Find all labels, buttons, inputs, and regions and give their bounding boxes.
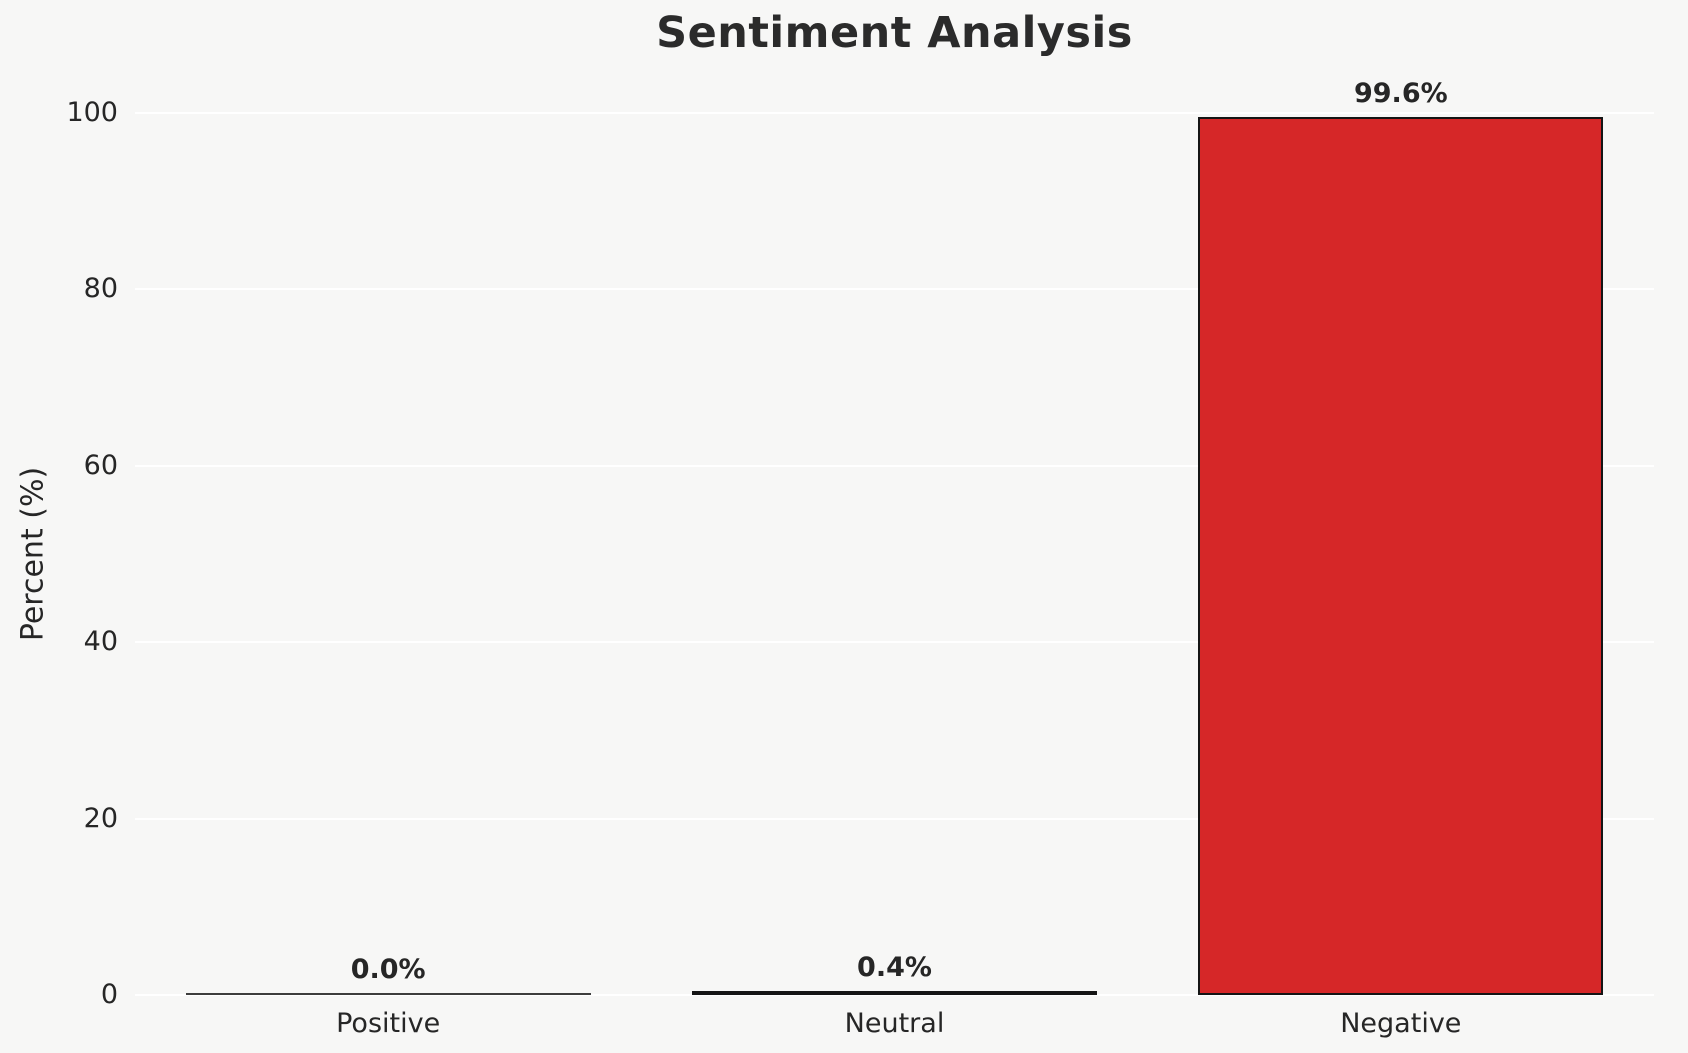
bar-negative (1198, 116, 1604, 995)
x-tick-label: Positive (336, 1008, 441, 1039)
x-tick-label: Negative (1340, 1008, 1462, 1039)
y-tick-label: 60 (83, 449, 118, 481)
bar-value-label: 99.6% (1353, 77, 1448, 109)
bar-value-label: 0.4% (857, 952, 932, 984)
y-tick-label: 80 (83, 273, 118, 305)
gridline-y-60 (135, 464, 1654, 467)
gridline-y-0 (135, 994, 1654, 996)
plot-area: 0.0% 0.4% 99.6% (135, 78, 1654, 996)
bar-positive (185, 993, 591, 995)
chart-title: Sentiment Analysis (656, 8, 1133, 58)
gridline-y-80 (135, 288, 1654, 291)
gridline-y-100 (135, 112, 1654, 114)
bar-neutral (692, 991, 1097, 995)
y-tick-label: 40 (83, 626, 118, 658)
y-tick-label: 20 (83, 802, 118, 834)
bar-value-label: 0.0% (350, 954, 426, 985)
x-tick-label: Neutral (844, 1008, 945, 1039)
y-tick-label: 0 (100, 979, 118, 1010)
y-axis-label: Percent (%) (15, 466, 51, 642)
gridline-y-40 (135, 641, 1654, 644)
gridline-y-20 (135, 817, 1654, 820)
y-tick-label: 100 (66, 97, 118, 128)
